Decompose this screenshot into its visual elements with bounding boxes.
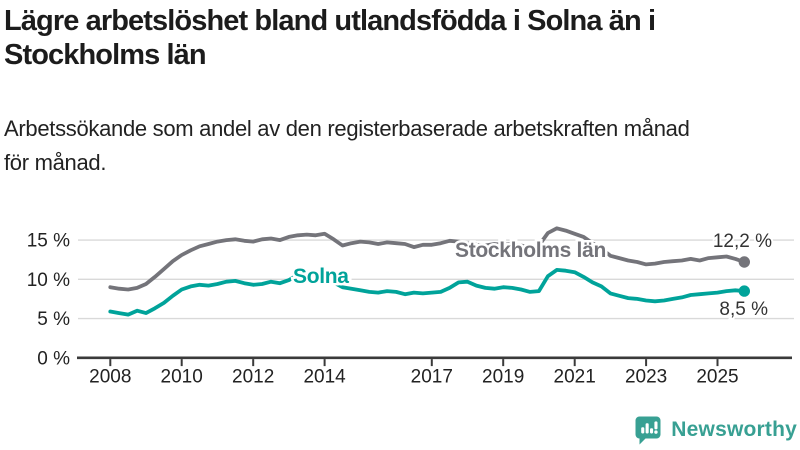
chart-subtitle: Arbetssökande som andel av den registerb… [4, 112, 690, 180]
newsworthy-logo: Newsworthy [635, 415, 797, 445]
y-axis-label: 5 % [37, 309, 70, 330]
series-end-dot [738, 256, 750, 268]
x-axis-label: 2023 [625, 367, 667, 388]
end-value-label: 8,5 % [719, 299, 768, 320]
chart-header: Lägre arbetslöshet bland utlandsfödda i … [4, 4, 656, 72]
x-axis-label: 2008 [89, 367, 131, 388]
end-value-label: 12,2 % [713, 231, 772, 252]
subtitle-line-2: för månad. [4, 150, 107, 175]
newsworthy-chart-bubble-icon [635, 416, 661, 445]
series-label-stockholms-l-n: Stockholms län [455, 239, 606, 262]
series-label-solna: Solna [293, 265, 349, 288]
series-line-stockholms-l-n [108, 226, 747, 292]
x-axis-label: 2025 [696, 367, 738, 388]
y-axis-label: 0 % [37, 348, 70, 369]
series-end-dot [738, 285, 750, 297]
x-axis-label: 2014 [303, 367, 346, 388]
title-line-2: Stockholms län [4, 39, 207, 71]
mini-bar-chart-glyph [641, 421, 658, 434]
subtitle-line-1: Arbetssökande som andel av den registerb… [4, 116, 690, 141]
y-axis-label: 15 % [27, 231, 70, 252]
x-axis-label: 2010 [161, 367, 203, 388]
x-axis-label: 2017 [411, 367, 453, 388]
x-axis-label: 2012 [232, 367, 274, 388]
y-axis-label: 10 % [27, 270, 70, 291]
title-line-1: Lägre arbetslöshet bland utlandsfödda i … [4, 5, 656, 37]
series-line-solna [108, 268, 747, 317]
newsworthy-wordmark: Newsworthy [671, 418, 797, 441]
chart-title: Lägre arbetslöshet bland utlandsfödda i … [4, 4, 656, 72]
x-axis-label: 2019 [482, 367, 524, 388]
x-axis-label: 2021 [554, 367, 596, 388]
